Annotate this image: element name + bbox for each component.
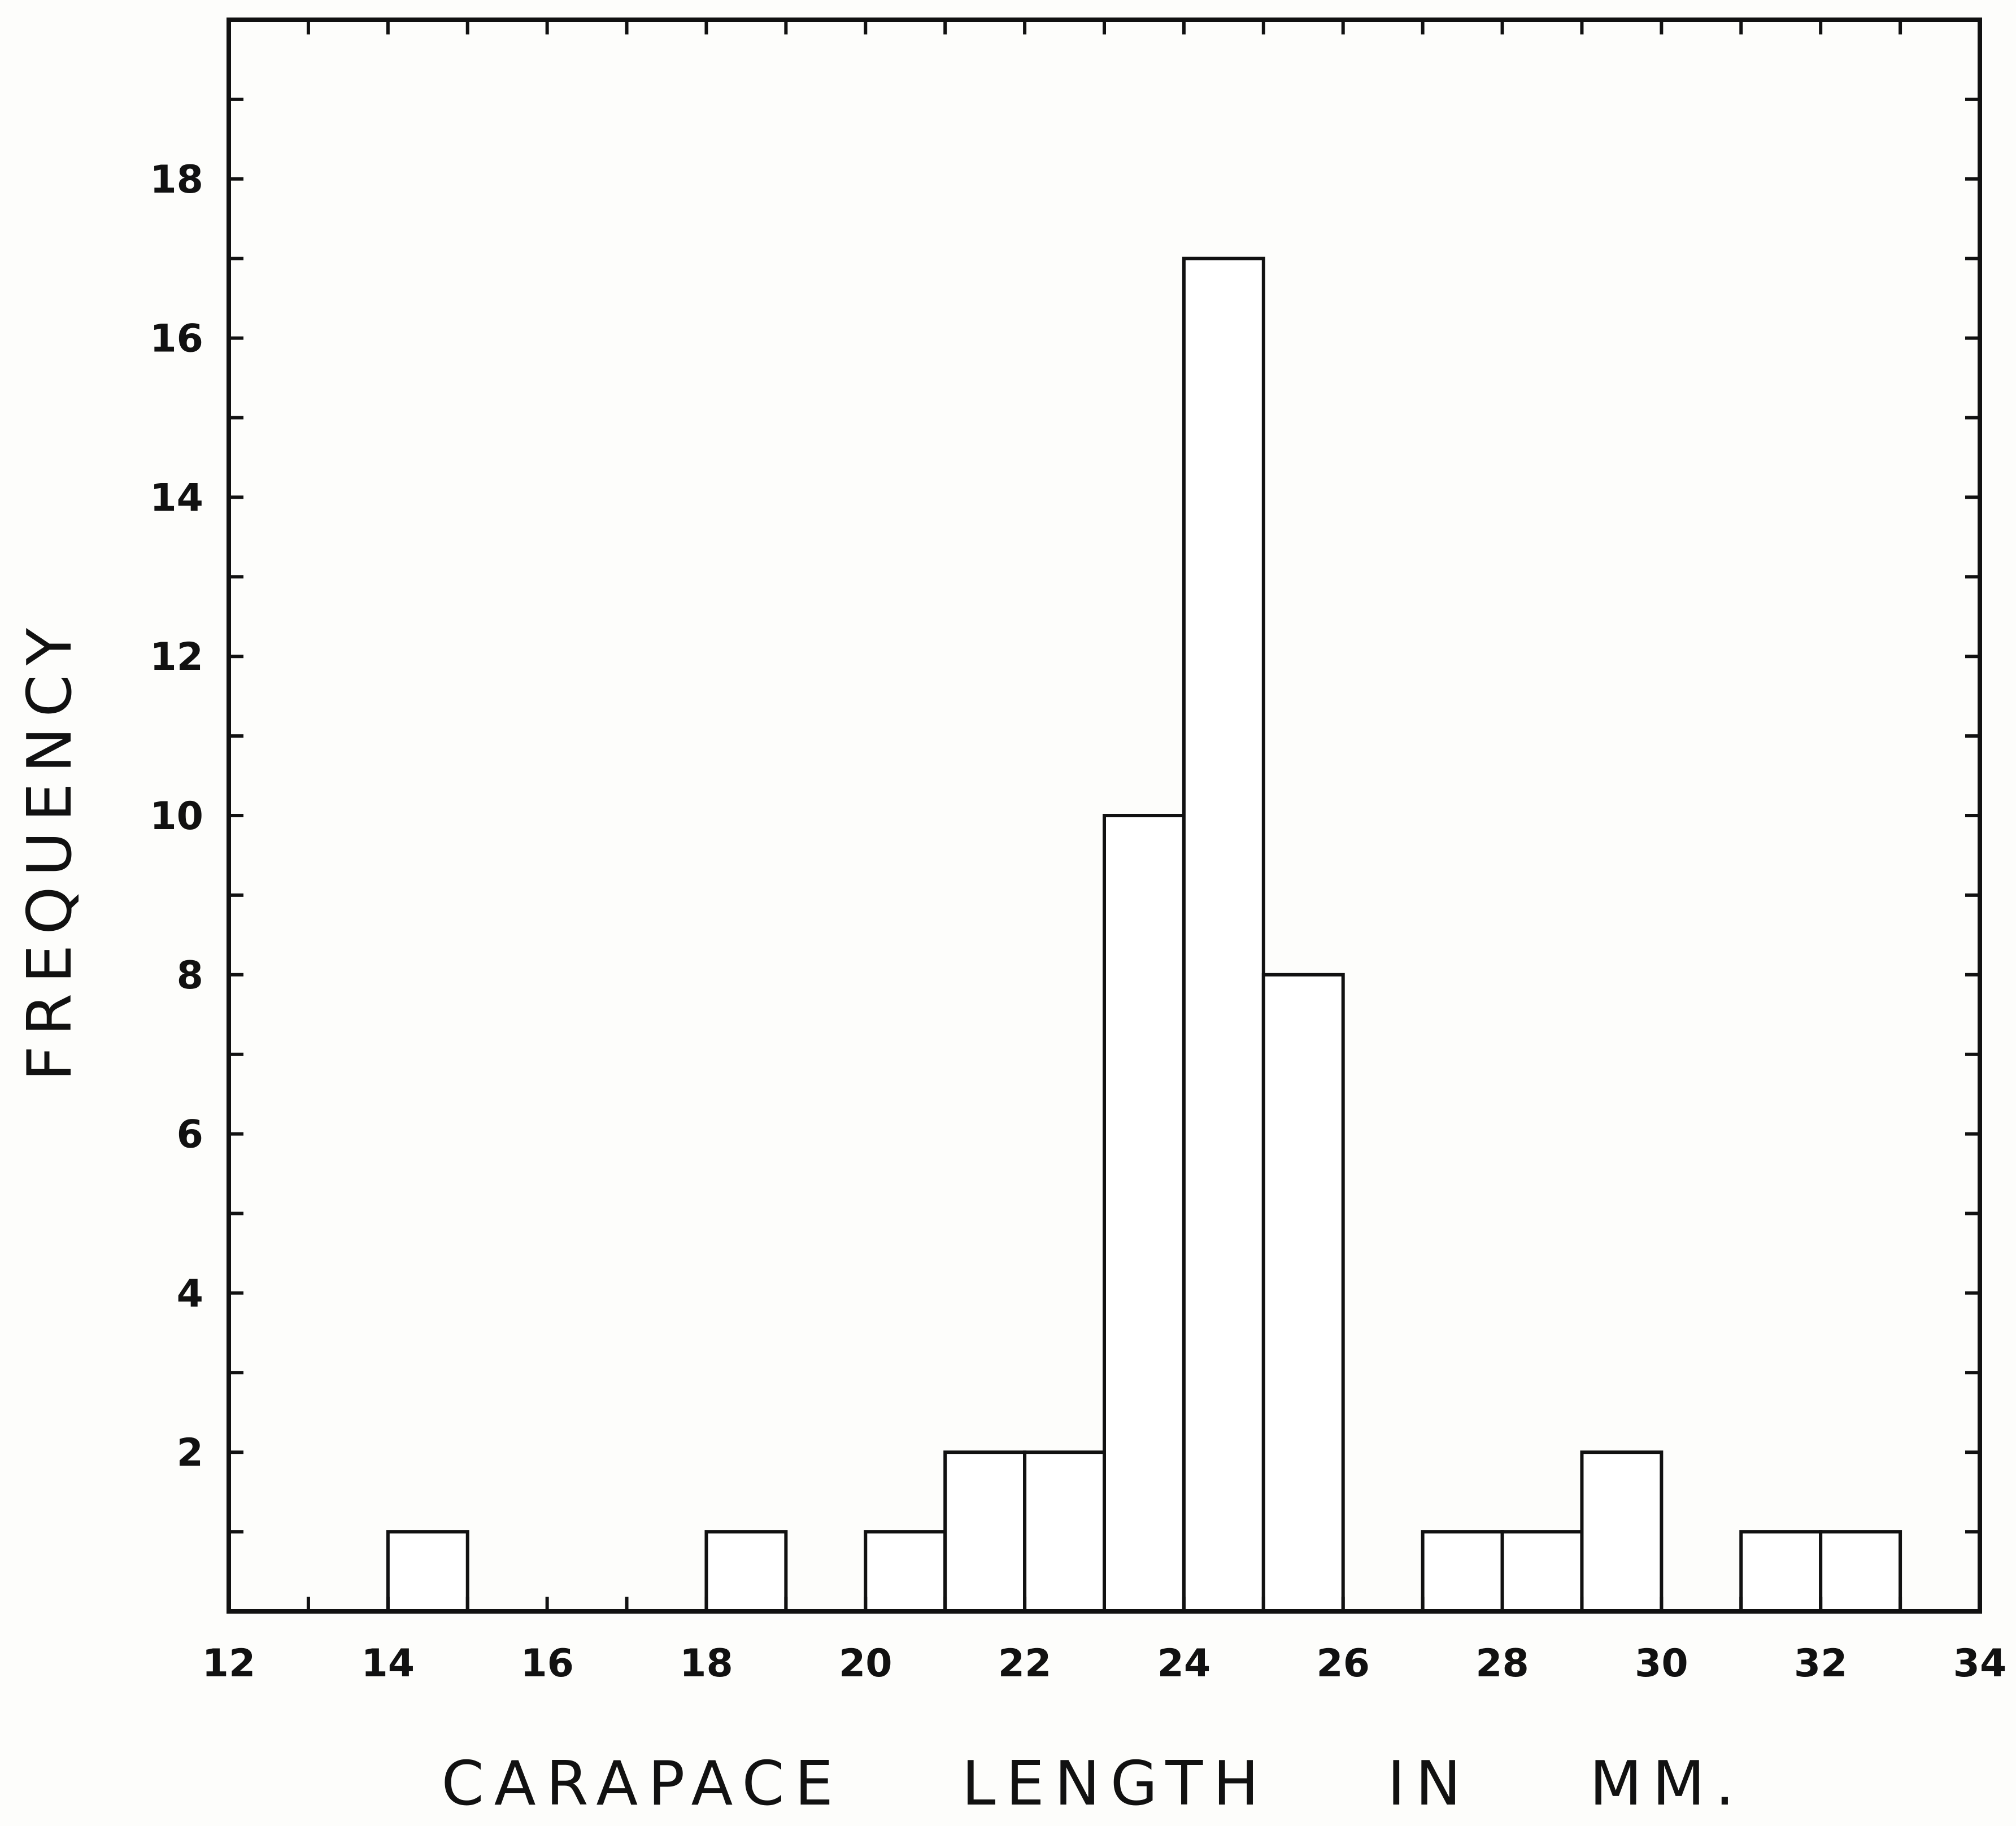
bars-layer bbox=[386, 256, 1902, 1614]
histogram-bar-22-23 bbox=[1023, 1450, 1107, 1613]
histogram-bar-32-33 bbox=[1819, 1530, 1902, 1614]
histogram-bar-27-28 bbox=[1421, 1530, 1504, 1614]
y-tick-label-4: 4 bbox=[177, 1271, 203, 1316]
x-tick-label-26: 26 bbox=[1316, 1641, 1370, 1686]
x-tick-label-32: 32 bbox=[1794, 1641, 1848, 1686]
y-axis-title: FREQUENCY bbox=[15, 618, 85, 1081]
histogram-bar-18-19 bbox=[704, 1530, 788, 1614]
x-tick-label-14: 14 bbox=[361, 1641, 415, 1686]
x-tick-label-24: 24 bbox=[1157, 1641, 1211, 1686]
y-tick-label-2: 2 bbox=[177, 1431, 203, 1475]
histogram-bar-14-15 bbox=[386, 1530, 469, 1614]
x-tick-label-34: 34 bbox=[1953, 1641, 2007, 1686]
x-tick-label-22: 22 bbox=[998, 1641, 1052, 1686]
y-tick-label-18: 18 bbox=[150, 158, 203, 202]
x-tick-label-30: 30 bbox=[1635, 1641, 1688, 1686]
y-tick-label-8: 8 bbox=[177, 953, 203, 998]
x-tick-label-18: 18 bbox=[680, 1641, 733, 1686]
histogram-bar-25-26 bbox=[1261, 973, 1345, 1613]
y-tick-label-16: 16 bbox=[150, 317, 203, 361]
histogram-bar-23-24 bbox=[1103, 814, 1186, 1613]
histogram-bar-21-22 bbox=[943, 1450, 1027, 1613]
x-tick-label-20: 20 bbox=[839, 1641, 892, 1686]
x-tick-label-28: 28 bbox=[1475, 1641, 1529, 1686]
y-tick-label-6: 6 bbox=[177, 1113, 203, 1157]
x-tick-label-16: 16 bbox=[520, 1641, 574, 1686]
y-tick-label-14: 14 bbox=[150, 476, 203, 520]
histogram-bar-29-30 bbox=[1580, 1450, 1664, 1613]
histogram-bar-28-29 bbox=[1500, 1530, 1584, 1614]
histogram-bar-24-25 bbox=[1182, 256, 1265, 1614]
y-tick-label-10: 10 bbox=[150, 794, 203, 839]
x-tick-label-12: 12 bbox=[202, 1641, 256, 1686]
histogram-bar-20-21 bbox=[864, 1530, 947, 1614]
y-tick-label-12: 12 bbox=[150, 635, 203, 679]
histogram-bar-31-32 bbox=[1739, 1530, 1823, 1614]
x-axis-title: CARAPACE LENGTH IN MM. bbox=[441, 1749, 1744, 1819]
plot-frame bbox=[227, 18, 1982, 1614]
